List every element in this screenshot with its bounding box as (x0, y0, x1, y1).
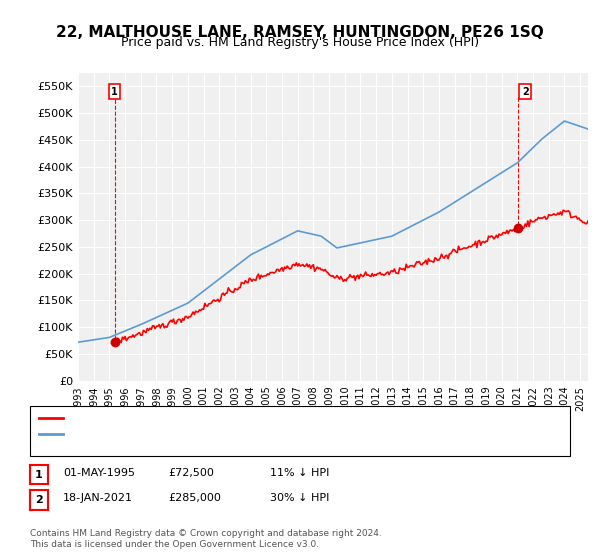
Text: £285,000: £285,000 (168, 493, 221, 503)
Text: 2: 2 (35, 495, 43, 505)
Text: 1: 1 (35, 470, 43, 479)
Text: HPI: Average price, detached house, Huntingdonshire: HPI: Average price, detached house, Hunt… (66, 429, 346, 439)
Text: 01-MAY-1995: 01-MAY-1995 (63, 468, 135, 478)
Text: £72,500: £72,500 (168, 468, 214, 478)
Text: 1: 1 (111, 87, 118, 96)
Text: Price paid vs. HM Land Registry's House Price Index (HPI): Price paid vs. HM Land Registry's House … (121, 36, 479, 49)
Text: 30% ↓ HPI: 30% ↓ HPI (270, 493, 329, 503)
Text: 22, MALTHOUSE LANE, RAMSEY, HUNTINGDON, PE26 1SQ: 22, MALTHOUSE LANE, RAMSEY, HUNTINGDON, … (56, 25, 544, 40)
Text: 22, MALTHOUSE LANE, RAMSEY, HUNTINGDON, PE26 1SQ (detached house): 22, MALTHOUSE LANE, RAMSEY, HUNTINGDON, … (66, 413, 460, 423)
Text: Contains HM Land Registry data © Crown copyright and database right 2024.
This d: Contains HM Land Registry data © Crown c… (30, 529, 382, 549)
Text: 2: 2 (522, 87, 529, 96)
Text: 11% ↓ HPI: 11% ↓ HPI (270, 468, 329, 478)
Text: 18-JAN-2021: 18-JAN-2021 (63, 493, 133, 503)
